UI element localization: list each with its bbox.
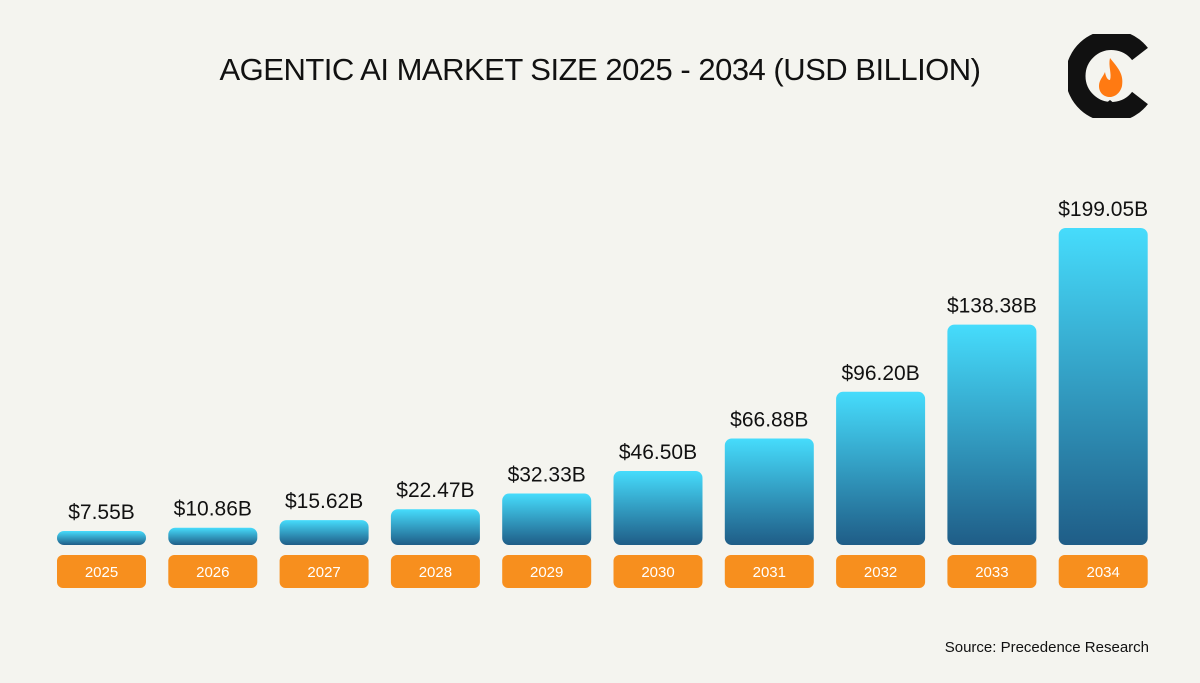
x-tick-label-2031: 2031 <box>753 564 786 581</box>
bar-2025 <box>57 531 146 545</box>
bar-2031 <box>724 438 814 545</box>
value-label-2027: $15.62B <box>285 490 363 513</box>
bar-2027 <box>279 520 369 545</box>
value-label-2026: $10.86B <box>174 498 252 521</box>
x-tick-label-2032: 2032 <box>864 564 897 581</box>
bar-2034 <box>1058 228 1148 545</box>
flame-icon <box>1099 58 1123 97</box>
year-pill-2027 <box>279 555 369 588</box>
year-pill-2034 <box>1058 555 1148 588</box>
bar-2032 <box>836 391 926 545</box>
bar-2029 <box>502 493 592 545</box>
x-tick-label-2030: 2030 <box>641 564 674 581</box>
value-label-2034: $199.05B <box>1058 198 1148 221</box>
chart-title: AGENTIC AI MARKET SIZE 2025 - 2034 (USD … <box>219 52 981 87</box>
brand-logo-icon <box>1068 34 1148 118</box>
source-note: Source: Precedence Research <box>944 639 1149 656</box>
x-tick-label-2027: 2027 <box>307 564 340 581</box>
value-label-2032: $96.20B <box>841 362 919 385</box>
value-label-2029: $32.33B <box>508 464 586 487</box>
x-tick-label-2025: 2025 <box>85 564 118 581</box>
year-pill-2032 <box>836 555 926 588</box>
x-tick-label-2026: 2026 <box>196 564 229 581</box>
value-label-2030: $46.50B <box>619 441 697 464</box>
year-pill-2028 <box>390 555 480 588</box>
value-label-2033: $138.38B <box>947 295 1037 318</box>
year-pill-2026 <box>168 555 258 588</box>
year-pill-2030 <box>613 555 703 588</box>
x-tick-label-2029: 2029 <box>530 564 563 581</box>
bar-2026 <box>168 527 258 545</box>
x-tick-label-2034: 2034 <box>1087 564 1120 581</box>
bar-2028 <box>390 509 480 545</box>
year-pill-2025 <box>57 555 146 588</box>
bar-2030 <box>613 470 703 545</box>
year-pill-2029 <box>502 555 592 588</box>
bar-2033 <box>947 324 1037 545</box>
year-pill-2033 <box>947 555 1037 588</box>
value-label-2031: $66.88B <box>730 408 808 431</box>
year-pill-2031 <box>724 555 814 588</box>
value-label-2028: $22.47B <box>396 479 474 502</box>
value-label-2025: $7.55B <box>68 501 135 524</box>
x-tick-label-2033: 2033 <box>975 564 1008 581</box>
x-tick-label-2028: 2028 <box>419 564 452 581</box>
